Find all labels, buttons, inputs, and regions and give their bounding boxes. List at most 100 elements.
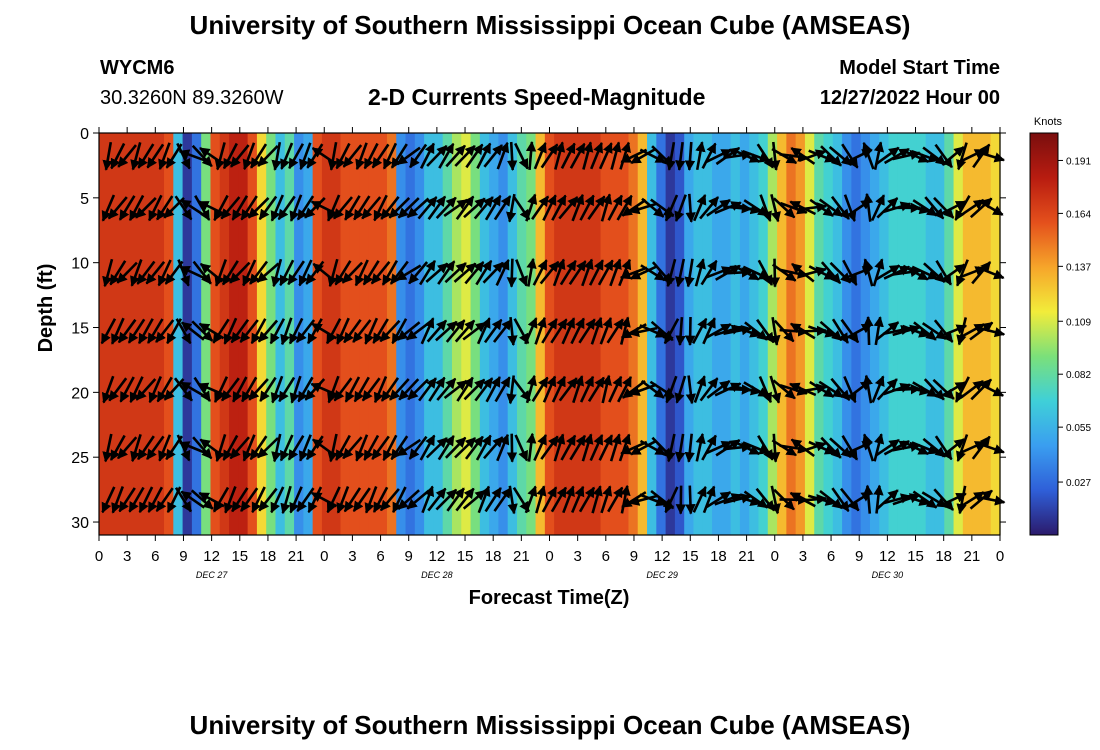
model-start-time: 12/27/2022 Hour 00 <box>819 87 1000 109</box>
current-vector <box>901 384 931 396</box>
heat-cell <box>173 133 184 535</box>
current-vector <box>630 440 657 456</box>
current-vector <box>180 490 206 509</box>
x-tick-label: 3 <box>799 548 807 565</box>
current-vector <box>476 317 491 345</box>
current-vector <box>552 258 566 287</box>
current-vector <box>808 149 836 163</box>
current-vector <box>408 435 428 460</box>
current-vector <box>355 434 369 462</box>
x-tick-label: 21 <box>513 548 530 565</box>
current-vector <box>220 377 240 402</box>
current-vector <box>101 486 116 514</box>
x-tick-label: 15 <box>231 548 248 565</box>
current-vector <box>771 263 797 282</box>
x-axis-label: Forecast Time(Z) <box>469 587 630 609</box>
current-vector <box>525 374 537 404</box>
x-tick-label: 12 <box>879 548 896 565</box>
current-vector <box>436 377 457 401</box>
x-tick-label: 6 <box>376 548 384 565</box>
heat-cell <box>526 133 537 535</box>
current-vector <box>271 141 282 171</box>
x-tick-label: 12 <box>203 548 220 565</box>
y-axis-label: Depth (ft) <box>35 264 57 353</box>
current-vector <box>875 146 900 166</box>
y-tick-label: 10 <box>71 256 89 273</box>
current-vector <box>560 434 577 461</box>
current-vector <box>569 434 587 461</box>
current-vector <box>606 318 624 344</box>
current-vector <box>941 438 965 458</box>
current-vector <box>485 376 501 403</box>
current-vector <box>588 259 604 286</box>
current-vector <box>684 141 696 171</box>
day-label: DEC 28 <box>421 570 453 580</box>
current-vector <box>578 318 596 344</box>
current-vector <box>685 193 696 223</box>
current-vector <box>790 147 816 165</box>
current-vector <box>629 202 658 215</box>
current-vector <box>475 259 493 286</box>
current-vector <box>298 434 312 462</box>
current-vector <box>257 319 279 343</box>
current-vector <box>875 438 900 457</box>
current-vector <box>819 320 843 342</box>
current-vector <box>923 262 946 283</box>
current-vector <box>940 263 966 282</box>
current-vector <box>581 258 594 287</box>
current-vector <box>435 196 457 219</box>
current-vector <box>600 193 613 222</box>
current-vector <box>271 433 282 463</box>
current-vector <box>446 487 465 512</box>
current-vector <box>333 377 353 402</box>
current-vector <box>744 321 768 341</box>
current-vector <box>145 260 166 285</box>
x-tick-label: 21 <box>964 548 981 565</box>
current-vector <box>798 149 827 163</box>
current-vector <box>733 324 761 338</box>
current-vector <box>840 318 860 344</box>
current-vector <box>873 316 884 346</box>
current-vector <box>278 376 296 403</box>
current-vector <box>609 433 622 462</box>
current-vector <box>639 148 667 164</box>
current-vector <box>418 259 437 286</box>
model-start-label: Model Start Time <box>839 57 1000 79</box>
current-vector <box>239 319 259 343</box>
current-vector <box>572 375 585 404</box>
current-vector <box>831 318 850 344</box>
current-vector <box>831 487 850 512</box>
current-vector <box>277 195 296 221</box>
current-vector <box>571 485 585 514</box>
current-vector <box>379 319 401 343</box>
current-vector <box>426 319 448 343</box>
current-vector <box>807 325 836 338</box>
x-tick-label: 18 <box>935 548 952 565</box>
current-vector <box>542 375 557 403</box>
current-vector <box>288 317 304 345</box>
current-vector <box>135 378 157 401</box>
current-vector <box>514 142 529 170</box>
current-vector <box>524 485 538 514</box>
current-vector <box>841 435 859 461</box>
current-vector <box>862 374 873 404</box>
current-vector <box>705 148 732 164</box>
current-vector <box>581 433 594 462</box>
current-vector <box>444 262 467 284</box>
heat-cell <box>739 133 750 535</box>
current-vector <box>247 196 270 219</box>
current-vector <box>892 493 921 506</box>
current-vector <box>551 375 566 403</box>
current-vector <box>270 486 285 514</box>
current-vector <box>353 376 370 403</box>
current-vector <box>628 494 658 506</box>
current-vector <box>418 377 437 402</box>
current-vector <box>629 265 657 280</box>
current-vector <box>474 377 494 402</box>
y-tick-label: 0 <box>80 126 89 143</box>
current-vector <box>353 195 371 221</box>
heat-cell <box>572 133 583 535</box>
station-coords: 30.3260N 89.3260W <box>100 87 284 109</box>
current-vector <box>419 434 436 461</box>
current-vector <box>130 259 143 287</box>
